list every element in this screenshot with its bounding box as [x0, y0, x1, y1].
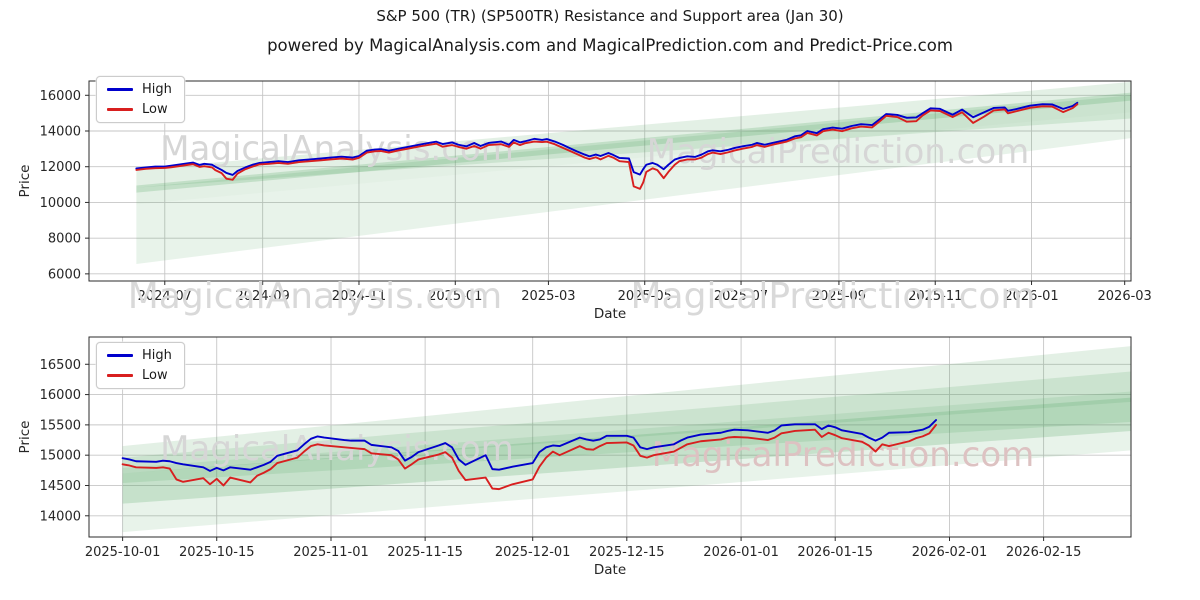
legend-low-label: Low: [142, 102, 168, 117]
legend-item-high: High: [107, 348, 172, 363]
low-line-swatch: [107, 108, 133, 111]
low-series-line: [135, 103, 1079, 190]
x-tick-label: 2026-01-01: [703, 545, 779, 560]
x-tick-label: 2025-11-15: [387, 545, 463, 560]
legend-item-high: High: [107, 82, 172, 97]
y-tick-label: 16000: [40, 388, 81, 403]
low-line-swatch: [107, 374, 133, 377]
legend-item-low: Low: [107, 368, 172, 383]
y-tick-label: 14000: [40, 509, 81, 524]
y-tick-label: 12000: [40, 160, 81, 175]
x-tick-label: 2024-11: [332, 289, 386, 304]
recent-zoom-chart: MagicalAnalysis.com MagicalPrediction.com…: [17, 336, 1132, 578]
watermark-text: MagicalPrediction.com: [652, 435, 1035, 475]
x-tick-label: 2024-09: [236, 289, 290, 304]
fan-band: [122, 391, 1131, 533]
full-history-chart: MagicalAnalysis.com MagicalPrediction.com…: [17, 80, 1152, 322]
legend-low-label: Low: [142, 368, 168, 383]
y-tick-label: 10000: [40, 196, 81, 211]
high-series-line: [121, 419, 937, 472]
y-tick-label: 15500: [40, 418, 81, 433]
x-tick-label: 2026-01-15: [797, 545, 873, 560]
watermark-text: MagicalAnalysis.com: [160, 129, 514, 169]
legend-high-label: High: [142, 348, 172, 363]
y-tick-label: 16000: [40, 89, 81, 104]
fan-band: [136, 112, 1131, 265]
x-tick-label: 2025-10-01: [85, 545, 161, 560]
legend-top-chart: High Low: [96, 76, 185, 123]
y-tick-label: 14500: [40, 479, 81, 494]
y-tick-label: 6000: [48, 267, 81, 282]
axis-ticks: 14000 14500 15000 15500 16000 16500 2025-10-01…: [40, 358, 1082, 560]
x-tick-label: 2025-10-15: [179, 545, 255, 560]
x-tick-label: 2025-11-01: [293, 545, 369, 560]
high-series-line: [135, 101, 1079, 176]
axes-frame: [88, 336, 1132, 538]
y-tick-label: 16500: [40, 358, 81, 373]
x-tick-label: 2025-09: [812, 289, 866, 304]
legend-high-label: High: [142, 82, 172, 97]
x-tick-label: 2025-11: [908, 289, 962, 304]
x-axis-label: Date: [594, 306, 626, 322]
high-line-swatch: [107, 88, 133, 91]
x-tick-label: 2025-01: [428, 289, 482, 304]
y-tick-label: 15000: [40, 449, 81, 464]
x-axis-label: Date: [594, 562, 626, 578]
support-resistance-fan: [122, 346, 1131, 533]
fan-band: [122, 371, 1131, 484]
fan-band: [122, 346, 1131, 474]
legend-item-low: Low: [107, 102, 172, 117]
fan-band: [136, 95, 1131, 205]
watermark-text: MagicalAnalysis.com: [128, 276, 502, 317]
y-tick-label: 8000: [48, 232, 81, 247]
gridlines: [89, 337, 1131, 537]
x-tick-label: 2025-12-15: [589, 545, 665, 560]
low-series-line: [121, 423, 937, 491]
x-tick-label: 2024-07: [138, 289, 192, 304]
chart-subtitle: powered by MagicalAnalysis.com and Magic…: [267, 36, 953, 55]
watermark-text: MagicalAnalysis.com: [160, 429, 514, 469]
fan-band: [136, 81, 1131, 188]
watermark-text: MagicalPrediction.com: [647, 132, 1030, 172]
fan-band: [122, 397, 1131, 504]
x-tick-label: 2026-02-01: [912, 545, 988, 560]
y-axis-label: Price: [17, 421, 33, 454]
x-tick-label: 2025-05: [618, 289, 672, 304]
axes-frame: [88, 80, 1132, 282]
watermark-text: MagicalPrediction.com: [631, 276, 1036, 317]
high-line-swatch: [107, 354, 133, 357]
x-tick-label: 2026-03: [1098, 289, 1152, 304]
x-tick-label: 2025-03: [521, 289, 575, 304]
axis-ticks: 6000 8000 10000 12000 14000 16000 2024-07 2024-…: [40, 89, 1152, 304]
legend-bottom-chart: High Low: [96, 342, 185, 389]
gridlines: [89, 81, 1131, 281]
x-tick-label: 2026-02-15: [1006, 545, 1082, 560]
x-tick-label: 2025-07: [714, 289, 768, 304]
chart-title: S&P 500 (TR) (SP500TR) Resistance and Su…: [376, 7, 844, 25]
y-tick-label: 14000: [40, 125, 81, 140]
x-tick-label: 2025-12-01: [495, 545, 571, 560]
y-axis-label: Price: [17, 165, 33, 198]
x-tick-label: 2026-01: [1004, 289, 1058, 304]
